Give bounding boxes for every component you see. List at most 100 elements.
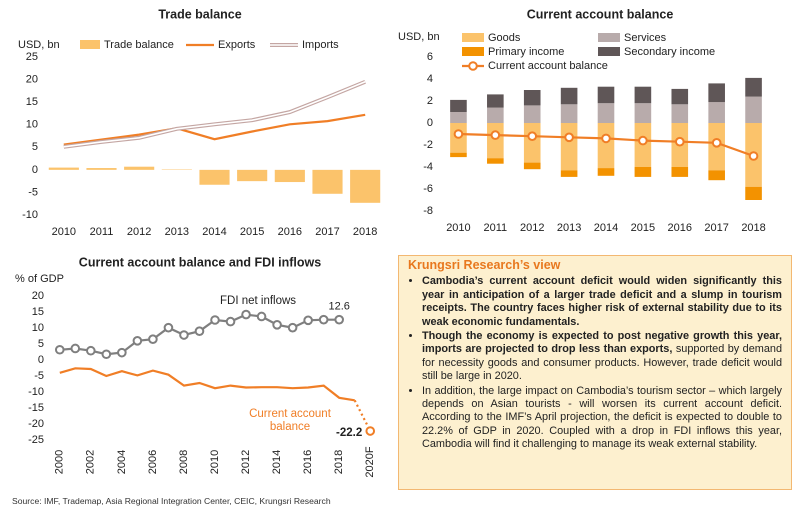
y-tick-label: -15 xyxy=(28,402,44,414)
marker xyxy=(490,130,501,140)
bar xyxy=(487,107,504,123)
y-tick-label: 0 xyxy=(32,164,38,176)
y-tick-label: 25 xyxy=(26,51,38,63)
marker xyxy=(711,138,722,148)
x-tick-label: 2010 xyxy=(209,450,221,474)
y-tick-label: 0 xyxy=(38,354,44,366)
bar xyxy=(560,123,578,171)
x-tick-label: 2002 xyxy=(85,450,97,474)
legend-swatch xyxy=(462,47,484,56)
legend-marker xyxy=(468,61,478,71)
y-tick-label: 20 xyxy=(26,73,38,85)
bar xyxy=(671,167,689,177)
line xyxy=(63,113,366,146)
y-tick-label: 5 xyxy=(38,338,44,350)
bar xyxy=(671,88,689,105)
x-tick-label: 2014 xyxy=(202,226,226,238)
bar xyxy=(597,123,615,169)
value-label: 12.6 xyxy=(328,301,349,313)
x-tick-label: 2014 xyxy=(594,222,618,234)
bar xyxy=(124,166,155,170)
bar xyxy=(450,152,467,158)
y-tick-label: 10 xyxy=(26,119,38,131)
view-title: Krungsri Research’s view xyxy=(408,258,561,272)
bar xyxy=(708,102,725,123)
bar xyxy=(560,104,578,123)
bullet-bold: Though the economy is expected to post n… xyxy=(422,330,782,356)
y-tick-label: 2 xyxy=(427,95,433,107)
x-tick-label: 2013 xyxy=(557,222,581,234)
y-tick-label: 15 xyxy=(26,96,38,108)
legend-label: Services xyxy=(624,32,667,44)
y-tick-label: -5 xyxy=(28,186,38,198)
marker xyxy=(318,314,329,325)
x-tick-label: 2012 xyxy=(240,450,252,474)
y-tick-label: 0 xyxy=(427,117,433,129)
bar xyxy=(745,186,762,200)
legend-swatch xyxy=(598,47,620,56)
marker xyxy=(453,129,464,139)
bar xyxy=(597,103,615,123)
legend-swatch xyxy=(598,33,620,42)
bar xyxy=(487,94,504,108)
legend-label: Exports xyxy=(218,39,256,51)
x-tick-label: 2016 xyxy=(302,450,314,474)
y-tick-label: 6 xyxy=(427,51,433,63)
x-tick-label: 2018 xyxy=(333,450,345,474)
x-tick-label: 2016 xyxy=(278,226,302,238)
x-tick-label: 2020F xyxy=(364,446,376,477)
marker xyxy=(101,349,112,360)
marker xyxy=(163,322,174,333)
series-annotation: Current account balance xyxy=(249,408,331,433)
legend-label: Trade balance xyxy=(104,39,174,51)
y-tick-label: -10 xyxy=(28,386,44,398)
y-axis-label: % of GDP xyxy=(15,273,64,285)
marker xyxy=(527,131,538,141)
legend-swatch xyxy=(462,33,484,42)
x-tick-label: 2010 xyxy=(446,222,470,234)
marker xyxy=(334,314,344,325)
marker xyxy=(179,330,189,340)
legend-label: Imports xyxy=(302,39,339,51)
y-axis-label: USD, bn xyxy=(398,31,440,43)
x-tick-label: 2017 xyxy=(704,222,728,234)
y-tick-label: -5 xyxy=(34,370,44,382)
bar xyxy=(523,162,541,170)
series-annotation: FDI net inflows xyxy=(220,295,296,307)
x-tick-label: 2006 xyxy=(147,450,159,474)
bar xyxy=(312,169,343,194)
view-panel: Krungsri Research’s view Cambodia’s curr… xyxy=(398,255,792,490)
bar xyxy=(523,105,541,123)
marker xyxy=(194,326,205,337)
x-tick-label: 2018 xyxy=(741,222,765,234)
bar xyxy=(487,123,504,159)
x-tick-label: 2012 xyxy=(127,226,151,238)
legend-label: Current account balance xyxy=(488,60,608,72)
x-tick-label: 2014 xyxy=(271,450,283,474)
x-tick-label: 2016 xyxy=(668,222,692,234)
value-label: -22.2 xyxy=(336,427,362,439)
chart-title: Current account balance xyxy=(527,7,674,21)
bar xyxy=(745,77,762,97)
y-tick-label: 10 xyxy=(32,322,44,334)
x-tick-label: 2013 xyxy=(165,226,189,238)
bar xyxy=(560,170,578,177)
bar xyxy=(708,170,725,181)
marker xyxy=(748,151,759,161)
bar xyxy=(523,123,541,163)
bullet-bold: Cambodia’s current account deficit would… xyxy=(422,275,782,328)
source-note: Source: IMF, Trademap, Asia Regional Int… xyxy=(12,496,331,506)
y-tick-label: 15 xyxy=(32,306,44,318)
bar xyxy=(48,167,79,170)
line xyxy=(59,367,355,402)
bullet: Though the economy is expected to post n… xyxy=(422,330,782,384)
marker xyxy=(210,315,220,325)
y-tick-label: -2 xyxy=(423,139,433,151)
forecast-line xyxy=(353,399,372,432)
bar xyxy=(708,83,725,103)
y-tick-label: 4 xyxy=(427,73,433,85)
marker xyxy=(564,132,574,143)
bar xyxy=(274,169,305,183)
chart-title: Current account balance and FDI inflows xyxy=(79,255,321,269)
